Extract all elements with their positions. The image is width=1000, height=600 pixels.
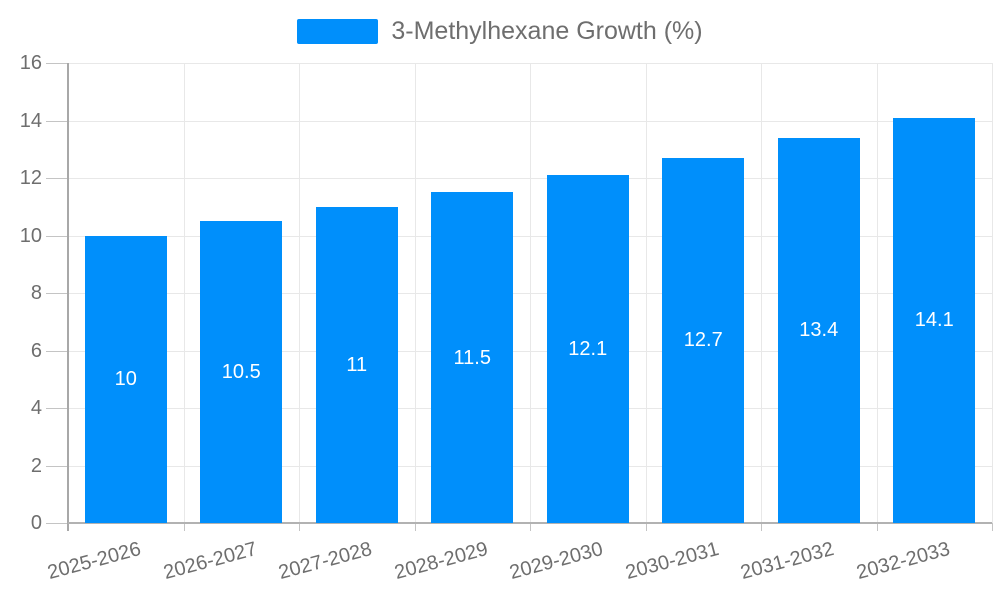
- y-axis-tick-label: 4: [30, 397, 42, 419]
- chart-legend[interactable]: 3-Methylhexane Growth (%): [0, 17, 1000, 46]
- x-axis-tick: [183, 523, 185, 531]
- bar-value-label: 12.1: [568, 338, 608, 361]
- bar-value-label: 11.5: [453, 346, 491, 369]
- bar-value-label: 14.1: [914, 309, 954, 332]
- y-axis-tick-label: 8: [30, 282, 42, 304]
- x-axis-tick-label[interactable]: 2029-2030: [507, 538, 606, 585]
- y-axis-tick-label: 12: [19, 167, 42, 189]
- x-axis-tick-label[interactable]: 2025-2026: [45, 538, 144, 585]
- gridline-vertical: [530, 63, 531, 523]
- legend-label: 3-Methylhexane Growth (%): [391, 17, 703, 45]
- x-axis-tick: [530, 523, 531, 531]
- gridline-vertical: [761, 63, 762, 523]
- x-axis-tick-label[interactable]: 2032-2033: [853, 538, 952, 585]
- x-axis-tick-label[interactable]: 2031-2032: [738, 538, 837, 585]
- gridline-vertical: [299, 63, 300, 523]
- gridline-vertical: [876, 63, 878, 523]
- y-axis-tick-label: 16: [19, 52, 42, 74]
- x-axis-tick: [992, 523, 993, 531]
- bar[interactable]: [777, 137, 860, 523]
- bar[interactable]: [200, 221, 283, 523]
- y-axis-tick-label: 6: [30, 339, 42, 362]
- x-axis-tick-label[interactable]: 2027-2028: [276, 538, 375, 585]
- bar[interactable]: [662, 157, 745, 523]
- y-axis-tick: [46, 63, 68, 64]
- x-axis-tick: [645, 523, 647, 531]
- x-axis-tick: [761, 523, 762, 531]
- bar-value-label: 12.7: [683, 329, 723, 352]
- y-axis-line: [67, 63, 69, 531]
- bar-value-label: 13.4: [799, 319, 839, 342]
- y-axis-tick: [46, 350, 68, 352]
- bar[interactable]: [84, 235, 167, 523]
- x-axis-tick: [414, 523, 416, 531]
- x-axis-tick: [299, 523, 300, 531]
- legend-marker: [297, 19, 379, 44]
- gridline-vertical: [645, 63, 647, 523]
- y-axis-tick: [46, 465, 68, 467]
- y-axis-tick: [46, 293, 68, 294]
- x-axis-tick-label[interactable]: 2028-2029: [391, 538, 490, 585]
- bar-value-label: 10.5: [221, 361, 261, 384]
- bar-value-label: 10: [114, 368, 137, 391]
- y-axis-tick: [46, 178, 68, 179]
- gridline-vertical: [992, 63, 993, 523]
- y-axis-tick: [46, 120, 68, 122]
- x-axis-tick-label[interactable]: 2026-2027: [160, 538, 259, 585]
- bar[interactable]: [315, 206, 398, 523]
- y-axis-tick: [46, 523, 68, 524]
- gridline-vertical: [414, 63, 416, 523]
- y-axis-tick-label: 2: [30, 454, 42, 477]
- y-axis-tick: [46, 408, 68, 409]
- gridline-vertical: [183, 63, 185, 523]
- bar[interactable]: [893, 117, 976, 523]
- y-axis-tick-label: 14: [19, 109, 42, 132]
- x-axis-tick-label[interactable]: 2030-2031: [622, 538, 721, 585]
- x-axis-line: [68, 522, 992, 524]
- y-axis-tick-label: 10: [19, 224, 42, 247]
- bar[interactable]: [431, 192, 514, 523]
- bar-value-label: 11: [346, 353, 368, 376]
- x-axis-tick: [876, 523, 878, 531]
- bar[interactable]: [546, 175, 629, 523]
- y-axis-tick-label: 0: [30, 512, 42, 534]
- y-axis-tick: [46, 235, 68, 237]
